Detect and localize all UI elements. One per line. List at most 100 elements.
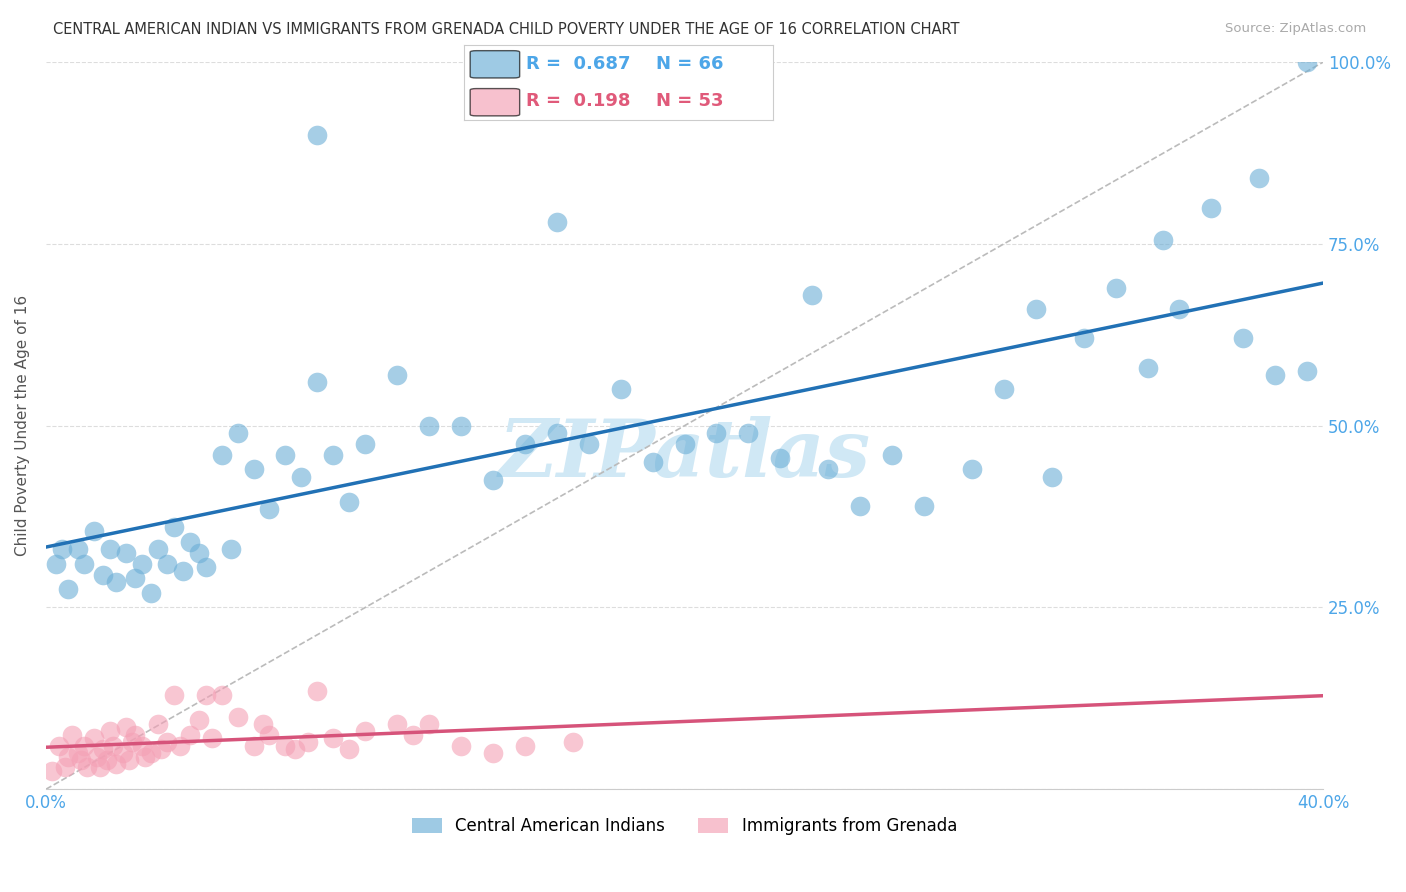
Point [83, 524, 105, 538]
Point [817, 462, 839, 476]
Point [284, 742, 307, 756]
Point [66, 746, 89, 760]
Point [513, 437, 536, 451]
Point [163, 688, 186, 702]
Point [242, 739, 264, 753]
Point [274, 448, 297, 462]
Point [98, 724, 121, 739]
Point [156, 735, 179, 749]
Point [849, 499, 872, 513]
Point [737, 425, 759, 440]
Point [322, 731, 344, 746]
Text: R =  0.687: R = 0.687 [526, 55, 630, 73]
FancyBboxPatch shape [470, 88, 520, 116]
Point [546, 215, 568, 229]
Point [307, 128, 329, 142]
Point [188, 546, 211, 560]
Point [131, 557, 153, 571]
Point [73, 557, 96, 571]
Point [93, 742, 115, 756]
Point [322, 448, 344, 462]
Point [1296, 55, 1319, 70]
Point [121, 735, 143, 749]
Point [290, 469, 312, 483]
Point [131, 739, 153, 753]
Point [226, 425, 249, 440]
Point [219, 542, 242, 557]
Legend: Central American Indians, Immigrants from Grenada: Central American Indians, Immigrants fro… [412, 817, 957, 836]
Point [1153, 233, 1175, 247]
Point [769, 451, 792, 466]
Point [194, 688, 217, 702]
Point [354, 724, 377, 739]
Point [172, 564, 194, 578]
Point [259, 502, 281, 516]
Point [912, 499, 935, 513]
Point [124, 728, 146, 742]
Point [98, 542, 121, 557]
Point [1296, 364, 1319, 378]
Point [337, 495, 360, 509]
Point [141, 586, 163, 600]
Point [146, 716, 169, 731]
Point [118, 753, 141, 767]
Point [70, 753, 93, 767]
Point [111, 746, 134, 760]
Point [1232, 331, 1254, 345]
Point [801, 287, 824, 301]
Point [201, 731, 224, 746]
Point [673, 437, 696, 451]
Point [101, 739, 124, 753]
Point [179, 728, 201, 742]
Point [1249, 171, 1271, 186]
Text: CENTRAL AMERICAN INDIAN VS IMMIGRANTS FROM GRENADA CHILD POVERTY UNDER THE AGE O: CENTRAL AMERICAN INDIAN VS IMMIGRANTS FR… [53, 22, 960, 37]
Point [226, 709, 249, 723]
Point [1168, 302, 1191, 317]
Point [259, 728, 281, 742]
Point [58, 749, 80, 764]
Point [48, 739, 70, 753]
Point [60, 728, 83, 742]
Text: R =  0.198: R = 0.198 [526, 92, 630, 110]
Point [76, 760, 98, 774]
Point [1104, 280, 1126, 294]
Point [354, 437, 377, 451]
Point [163, 520, 186, 534]
Point [1136, 360, 1159, 375]
Point [66, 542, 89, 557]
Point [73, 739, 96, 753]
Point [156, 557, 179, 571]
Point [402, 728, 425, 742]
Point [578, 437, 600, 451]
Point [134, 749, 156, 764]
Point [482, 473, 505, 487]
Point [45, 557, 67, 571]
Point [1073, 331, 1095, 345]
Point [58, 582, 80, 597]
Point [297, 735, 319, 749]
Point [385, 716, 408, 731]
Point [51, 542, 73, 557]
Point [114, 720, 136, 734]
Y-axis label: Child Poverty Under the Age of 16: Child Poverty Under the Age of 16 [15, 295, 30, 557]
Point [53, 760, 76, 774]
FancyBboxPatch shape [470, 51, 520, 78]
Point [418, 418, 440, 433]
Point [114, 546, 136, 560]
Point [1264, 368, 1286, 382]
Point [141, 746, 163, 760]
Text: Source: ZipAtlas.com: Source: ZipAtlas.com [1226, 22, 1367, 36]
Point [188, 713, 211, 727]
Point [307, 684, 329, 698]
Point [105, 756, 128, 771]
Point [242, 462, 264, 476]
Point [124, 571, 146, 585]
Point [546, 425, 568, 440]
Point [385, 368, 408, 382]
Point [96, 753, 118, 767]
Point [450, 418, 472, 433]
Point [252, 716, 274, 731]
Point [337, 742, 360, 756]
Point [86, 749, 108, 764]
Point [561, 735, 583, 749]
